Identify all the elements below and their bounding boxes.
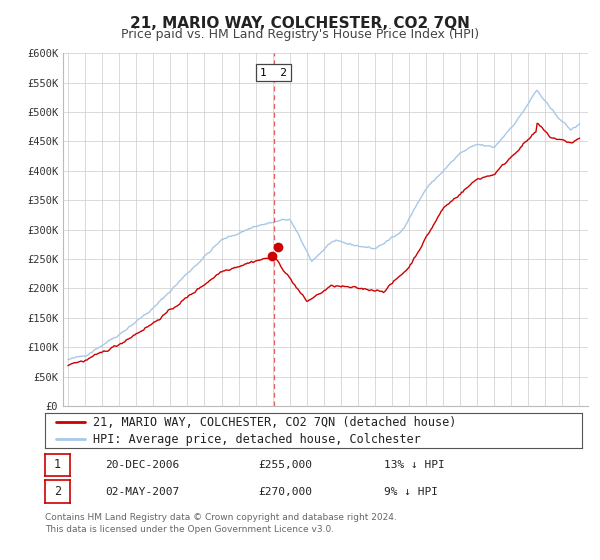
Text: £270,000: £270,000 [258,487,312,497]
Text: 20-DEC-2006: 20-DEC-2006 [105,460,179,470]
Text: 21, MARIO WAY, COLCHESTER, CO2 7QN (detached house): 21, MARIO WAY, COLCHESTER, CO2 7QN (deta… [94,416,457,429]
Text: 1: 1 [54,458,61,472]
Text: 2: 2 [54,485,61,498]
Text: Contains HM Land Registry data © Crown copyright and database right 2024.: Contains HM Land Registry data © Crown c… [45,513,397,522]
Text: 13% ↓ HPI: 13% ↓ HPI [384,460,445,470]
Text: HPI: Average price, detached house, Colchester: HPI: Average price, detached house, Colc… [94,433,421,446]
Text: 1  2: 1 2 [260,68,287,78]
Text: Price paid vs. HM Land Registry's House Price Index (HPI): Price paid vs. HM Land Registry's House … [121,28,479,41]
Text: 21, MARIO WAY, COLCHESTER, CO2 7QN: 21, MARIO WAY, COLCHESTER, CO2 7QN [130,16,470,31]
Text: 02-MAY-2007: 02-MAY-2007 [105,487,179,497]
Text: 9% ↓ HPI: 9% ↓ HPI [384,487,438,497]
Text: This data is licensed under the Open Government Licence v3.0.: This data is licensed under the Open Gov… [45,525,334,534]
Text: £255,000: £255,000 [258,460,312,470]
